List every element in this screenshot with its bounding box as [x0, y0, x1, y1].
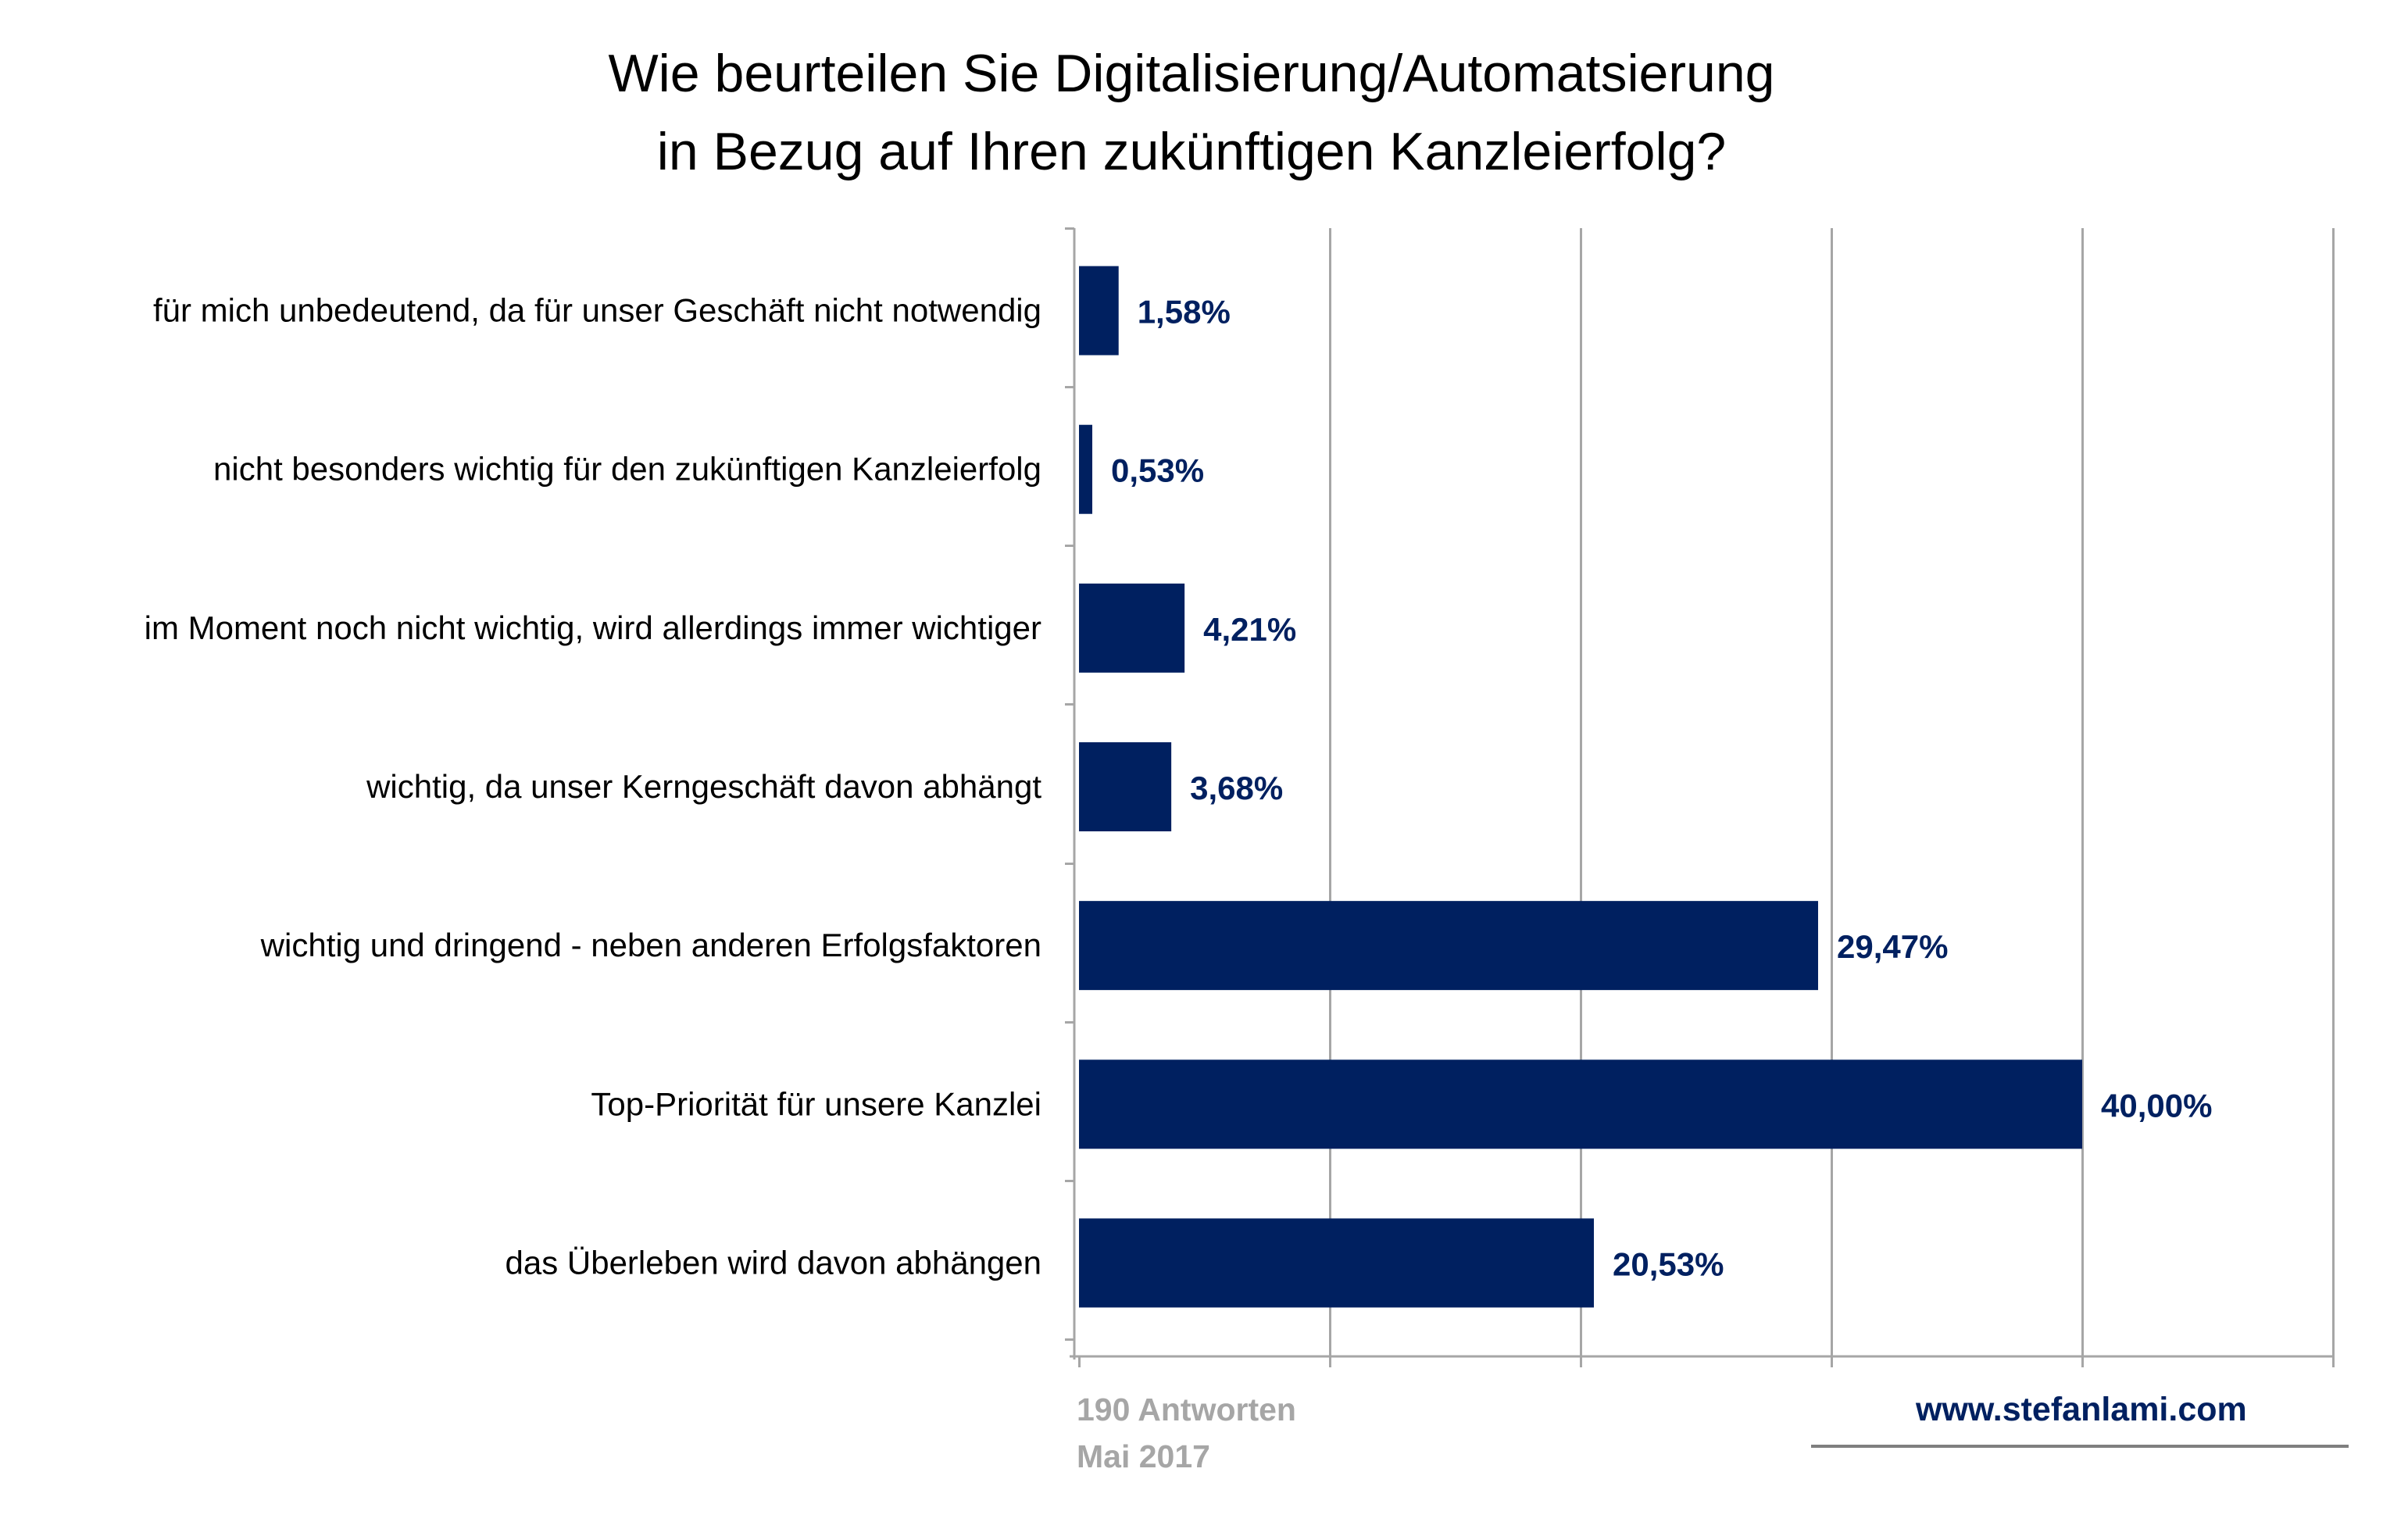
- value-label: 0,53%: [1111, 452, 1204, 489]
- responses-note: 190 Antworten: [1077, 1392, 1296, 1427]
- category-label: nicht besonders wichtig für den zukünfti…: [213, 451, 1041, 488]
- value-label: 4,21%: [1203, 611, 1296, 648]
- bar: [1079, 901, 1818, 991]
- bar: [1079, 1218, 1595, 1308]
- chart-title-line-1: Wie beurteilen Sie Digitalisierung/Autom…: [608, 44, 1775, 103]
- bar: [1079, 266, 1119, 356]
- category-label: Top-Priorität für unsere Kanzlei: [591, 1085, 1041, 1122]
- bar: [1079, 583, 1185, 673]
- category-label: für mich unbedeutend, da für unser Gesch…: [153, 292, 1041, 329]
- category-label: im Moment noch nicht wichtig, wird aller…: [145, 609, 1041, 646]
- date-note: Mai 2017: [1077, 1438, 1210, 1474]
- source-underline: [1811, 1445, 2349, 1448]
- source-link[interactable]: www.stefanlami.com: [1916, 1391, 2247, 1428]
- bar: [1079, 742, 1172, 831]
- value-label: 29,47%: [1837, 928, 1948, 965]
- value-label: 40,00%: [2101, 1087, 2212, 1124]
- value-label: 1,58%: [1138, 294, 1231, 331]
- bar: [1079, 424, 1093, 514]
- chart-title-line-2: in Bezug auf Ihren zukünftigen Kanzleier…: [656, 122, 1727, 181]
- chart-title: Wie beurteilen Sie Digitalisierung/Autom…: [0, 34, 2383, 191]
- value-label: 3,68%: [1190, 770, 1283, 806]
- value-label: 20,53%: [1613, 1245, 1724, 1282]
- category-label: wichtig und dringend - neben anderen Erf…: [260, 927, 1041, 963]
- category-label: das Überleben wird davon abhängen: [506, 1244, 1042, 1281]
- category-label: wichtig, da unser Kerngeschäft davon abh…: [366, 768, 1041, 805]
- bar: [1079, 1059, 2082, 1149]
